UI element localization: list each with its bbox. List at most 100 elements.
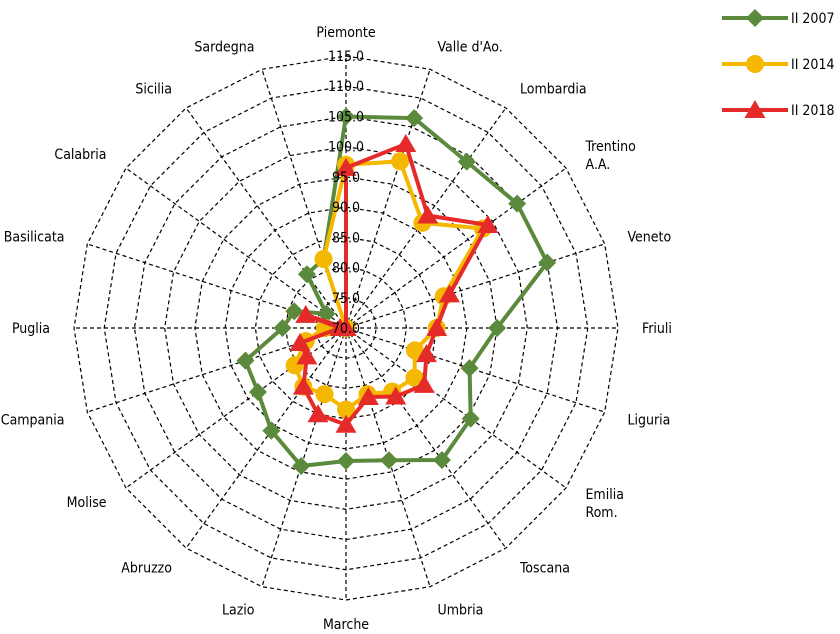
grid-ring bbox=[73, 55, 619, 601]
data-point bbox=[297, 265, 316, 284]
data-point bbox=[292, 456, 311, 475]
category-label: Toscana bbox=[519, 560, 570, 576]
data-point bbox=[236, 351, 255, 370]
legend-marker bbox=[746, 9, 764, 27]
category-label: Sicilia bbox=[135, 82, 172, 98]
data-point bbox=[248, 382, 267, 401]
category-label: Piemonte bbox=[316, 25, 375, 41]
data-point bbox=[415, 344, 437, 363]
tick-label: 90.0 bbox=[332, 200, 360, 216]
data-point bbox=[405, 109, 424, 128]
data-point bbox=[385, 386, 407, 405]
data-point bbox=[285, 302, 304, 321]
category-label: Calabria bbox=[54, 147, 106, 163]
data-point bbox=[296, 346, 318, 365]
data-point bbox=[508, 194, 527, 213]
legend-marker bbox=[746, 55, 764, 73]
data-point bbox=[477, 214, 499, 233]
data-point bbox=[315, 385, 334, 404]
data-point bbox=[337, 107, 355, 126]
data-point bbox=[438, 284, 460, 303]
category-label: Emilia Rom. bbox=[585, 487, 623, 521]
data-point bbox=[337, 400, 355, 419]
legend-item: II 2007 bbox=[722, 9, 834, 27]
category-label: Umbria bbox=[437, 603, 483, 619]
data-point bbox=[262, 421, 281, 440]
category-label: Liguria bbox=[628, 412, 671, 428]
data-point bbox=[426, 318, 448, 336]
grid-ring bbox=[194, 176, 498, 480]
grid-spoke bbox=[185, 107, 347, 329]
data-point bbox=[395, 134, 417, 153]
tick-label: 80.0 bbox=[332, 261, 360, 277]
legend-label: II 2018 bbox=[791, 103, 834, 119]
grid-spoke bbox=[125, 167, 347, 329]
tick-label: 70.0 bbox=[332, 321, 360, 337]
category-label: Abruzzo bbox=[121, 560, 172, 576]
legend-marker bbox=[744, 100, 766, 118]
tick-label: 110.0 bbox=[328, 79, 364, 95]
data-point bbox=[335, 318, 357, 336]
data-point bbox=[289, 332, 311, 351]
category-label: Marche bbox=[323, 617, 369, 633]
data-point bbox=[335, 414, 357, 433]
legend-label: II 2014 bbox=[791, 57, 834, 73]
category-label: Friuli bbox=[642, 321, 672, 337]
category-label: Basilicata bbox=[4, 230, 65, 246]
tick-label: 85.0 bbox=[332, 230, 360, 246]
data-point bbox=[488, 319, 507, 337]
legend-item: II 2014 bbox=[722, 55, 834, 73]
category-labels: Piemonte Valle d'Ao. Lombardia Trentino A.A.… bbox=[1, 25, 672, 633]
data-point bbox=[273, 319, 292, 337]
data-point bbox=[314, 250, 333, 269]
data-point bbox=[335, 157, 357, 176]
data-point bbox=[405, 341, 424, 360]
data-point bbox=[538, 253, 557, 272]
data-point bbox=[413, 374, 435, 393]
radial-tick-labels: 70.0 75.0 80.0 85.0 90.0 95.0 100.0 105.0 110.0 1… bbox=[328, 49, 364, 337]
category-label: Veneto bbox=[628, 230, 672, 246]
data-point bbox=[391, 152, 410, 171]
series-ii-2007 bbox=[236, 107, 557, 475]
data-point bbox=[295, 304, 317, 323]
category-label: Sardegna bbox=[194, 39, 254, 55]
tick-label: 95.0 bbox=[332, 170, 360, 186]
legend-label: II 2007 bbox=[791, 11, 834, 27]
tick-label: 100.0 bbox=[328, 140, 364, 156]
data-point bbox=[457, 152, 476, 171]
grid-spoke bbox=[345, 243, 605, 329]
grid-spoke bbox=[345, 167, 567, 329]
grid-spoke bbox=[345, 69, 431, 329]
data-point bbox=[337, 451, 355, 470]
category-label: Puglia bbox=[12, 321, 50, 337]
grid-spoke bbox=[345, 327, 507, 549]
category-label: Campania bbox=[1, 412, 65, 428]
tick-label: 115.0 bbox=[328, 49, 364, 65]
data-point bbox=[292, 376, 314, 395]
category-label: Trentino A.A. bbox=[584, 139, 636, 173]
tick-label: 105.0 bbox=[328, 109, 364, 125]
tick-label: 75.0 bbox=[332, 291, 360, 307]
series-ii-2014 bbox=[285, 152, 492, 419]
data-point bbox=[357, 386, 379, 405]
category-label: Lombardia bbox=[520, 82, 587, 98]
data-point bbox=[307, 404, 329, 423]
grid-spoke bbox=[345, 327, 567, 489]
data-point bbox=[405, 368, 424, 387]
data-point bbox=[460, 359, 479, 378]
series-ii-2018 bbox=[289, 134, 499, 433]
legend: II 2007 II 2014 II 2018 bbox=[722, 9, 834, 119]
grid-spoke bbox=[185, 327, 347, 549]
data-point bbox=[417, 205, 439, 224]
category-label: Molise bbox=[67, 495, 107, 511]
category-label: Lazio bbox=[222, 603, 255, 619]
grid-spoke bbox=[261, 327, 347, 587]
radar-series bbox=[236, 107, 557, 475]
grid-ring bbox=[164, 146, 528, 510]
category-label: Valle d'Ao. bbox=[437, 39, 502, 55]
grid-ring bbox=[284, 266, 408, 390]
data-point bbox=[379, 451, 398, 470]
data-point bbox=[461, 409, 480, 428]
data-point bbox=[432, 451, 451, 470]
